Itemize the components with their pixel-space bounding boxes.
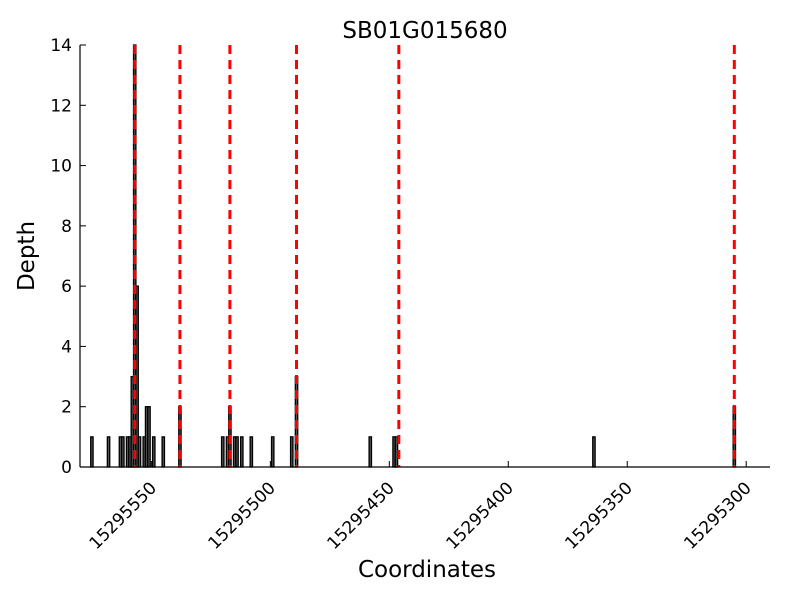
depth-bar-0 (90, 436, 94, 468)
depth-bar-26 (368, 436, 373, 468)
chart-title: SB01G015680 (342, 18, 507, 44)
y-tick-label-7: 14 (50, 36, 72, 56)
x-tick-label-3: 15295400 (442, 478, 517, 553)
depth-bar-3 (120, 436, 125, 468)
y-tick-label-1: 2 (61, 398, 72, 418)
depth-bar-20 (235, 436, 239, 468)
y-tick-label-0: 0 (61, 458, 72, 478)
depth-bar-12 (147, 406, 151, 468)
y-axis-label: Depth (14, 221, 40, 291)
depth-bar-21 (239, 436, 244, 468)
y-tick-label-2: 4 (61, 337, 72, 357)
y-tick-label-5: 10 (50, 157, 72, 177)
y-tick-label-4: 8 (61, 217, 72, 237)
plot-area: 0 2 4 6 8 10 12 14 15295550 15295500 15295450 15295… (50, 36, 770, 554)
x-tick-label-2: 15295450 (324, 478, 399, 553)
x-tick-label-0: 15295550 (86, 478, 161, 553)
depth-bar-24 (289, 436, 294, 468)
depth-bar-28 (394, 436, 399, 468)
x-tick-label-1: 15295500 (205, 478, 280, 553)
depth-bar-29 (592, 436, 596, 468)
depth-bar-22 (249, 436, 254, 468)
depth-bar-13 (151, 436, 156, 468)
depth-bar-14 (161, 436, 166, 468)
y-tick-label-3: 6 (61, 277, 72, 297)
y-tick-label-6: 12 (50, 96, 72, 116)
x-axis-label: Coordinates (358, 557, 496, 583)
x-tick-label-4: 15295350 (561, 478, 636, 553)
depth-bar-1 (106, 436, 111, 468)
depth-bar-16 (220, 436, 225, 468)
x-tick-label-5: 15295300 (680, 478, 755, 553)
depth-bar-9 (137, 436, 142, 468)
depth-bar-23 (270, 436, 275, 468)
